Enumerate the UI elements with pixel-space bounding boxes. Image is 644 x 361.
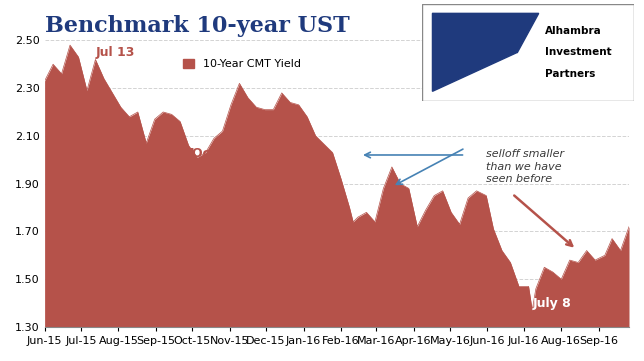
Polygon shape [432,13,517,91]
FancyBboxPatch shape [422,4,634,101]
Polygon shape [432,13,538,52]
Text: selloff smaller
than we have
seen before: selloff smaller than we have seen before [486,149,564,184]
Legend: 10-Year CMT Yield: 10-Year CMT Yield [179,55,306,74]
Text: Jul 13: Jul 13 [95,47,135,60]
Text: Benchmark 10-year UST: Benchmark 10-year UST [44,15,349,37]
Text: Feb 11: Feb 11 [353,233,401,246]
Text: Oct 1: Oct 1 [192,147,229,160]
Text: Alhambra: Alhambra [545,26,602,36]
Text: Partners: Partners [545,69,596,79]
Text: Investment: Investment [545,47,612,57]
Text: July 8: July 8 [532,297,571,310]
Text: Aug 24: Aug 24 [146,147,196,160]
